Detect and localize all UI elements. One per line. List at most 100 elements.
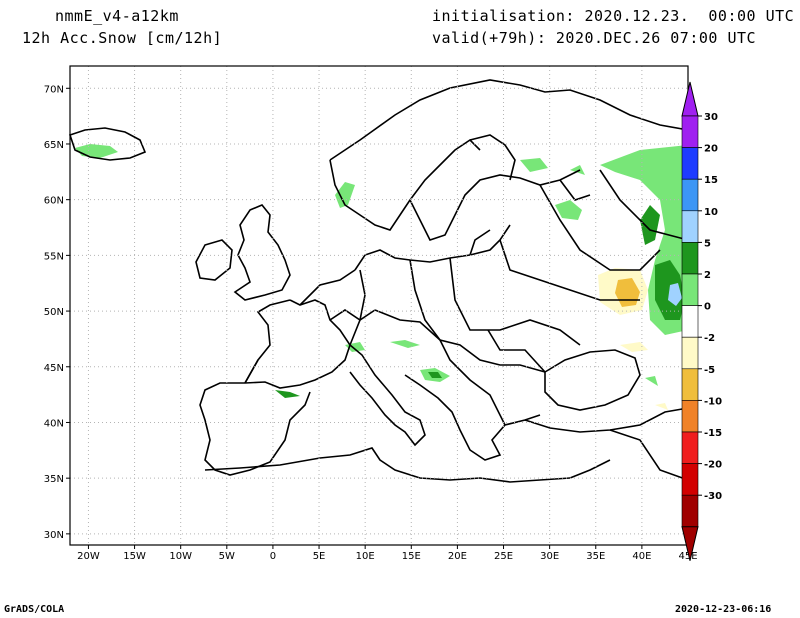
colorbar-segment [681, 400, 699, 433]
coastline-segment [469, 229, 491, 256]
coastline-segment [539, 184, 661, 271]
coastline-segment [487, 329, 546, 373]
coastlines-layer [68, 79, 689, 483]
lat-label: 30N [44, 530, 64, 541]
snow-area [75, 144, 118, 158]
coastline-segment [204, 447, 571, 483]
colorbar-segment [681, 494, 699, 528]
coastline-segment [195, 239, 233, 281]
map-frame [69, 65, 689, 546]
lon-label: 10W [169, 551, 192, 562]
colorbar-segment [681, 115, 699, 148]
colorbar-label: 10 [704, 207, 718, 218]
colorbar-segment [681, 273, 699, 306]
snow-area [655, 403, 668, 410]
snow-area [520, 158, 548, 172]
coastline-segment [469, 134, 516, 181]
coastline-segment [409, 169, 581, 241]
lon-label: 5E [313, 551, 326, 562]
colorbar-segment [681, 178, 699, 212]
colorbar-label: -5 [704, 365, 715, 376]
snow-area [645, 376, 658, 386]
colorbar-label: -10 [704, 396, 722, 407]
snow-area [335, 182, 355, 208]
coastline-segment [349, 344, 426, 447]
coastline-segment [499, 239, 640, 301]
snow-area [620, 342, 648, 352]
colorbar-label: -30 [704, 491, 722, 502]
lon-label: 0 [270, 551, 276, 562]
latitude-axis: 30N 35N 40N 45N 50N 55N 60N 65N 70N [44, 84, 70, 541]
colorbar-label: -15 [704, 428, 722, 439]
render-timestamp: 2020-12-23-06:16 [675, 604, 772, 615]
colorbar-segment [681, 147, 699, 180]
graticule-grid [70, 66, 689, 545]
colorbar-label: 20 [704, 144, 718, 155]
lon-label: 35E [586, 551, 605, 562]
lon-label: 30E [540, 551, 559, 562]
software-credit: GrADS/COLA [4, 604, 65, 615]
lon-label: 40E [632, 551, 651, 562]
coastline-segment [354, 224, 511, 271]
coastline-segment [329, 309, 376, 321]
colorbar-segment [681, 305, 699, 338]
coastline-segment [404, 374, 541, 461]
colorbar-segment [681, 210, 699, 243]
lon-label: 45E [678, 551, 697, 562]
colorbar-label: 2 [704, 270, 711, 281]
snow-area [555, 200, 582, 220]
coastline-segment [374, 309, 546, 373]
coastline-segment [544, 349, 641, 411]
colorbar-label: 5 [704, 238, 711, 249]
coastline-segment [199, 299, 351, 476]
coastline-segment [329, 138, 481, 231]
coastline-segment [329, 79, 689, 161]
lat-label: 65N [44, 140, 64, 151]
colorbar-label: -20 [704, 460, 722, 471]
lon-label: 20E [448, 551, 467, 562]
coastline-segment [559, 179, 591, 201]
coastline-segment [68, 127, 147, 161]
coastline-segment [233, 204, 291, 301]
colorbar-segment [681, 242, 699, 275]
snow-area [390, 340, 420, 348]
init-time: initialisation: 2020.12.23. 00:00 UTC [432, 7, 795, 25]
lat-label: 35N [44, 474, 64, 485]
colorbar-top-arrow [681, 81, 699, 117]
colorbar-label: -2 [704, 333, 715, 344]
field-title: 12h Acc.Snow [cm/12h] [22, 29, 223, 47]
colorbar-segment [681, 336, 699, 370]
snow-area [668, 283, 682, 306]
colorbar-label: 15 [704, 175, 718, 186]
lon-label: 5W [219, 551, 235, 562]
coastline-segment [349, 269, 366, 346]
colorbar-segment [681, 431, 699, 464]
coastline-segment [599, 169, 689, 241]
colorbar-label: 30 [704, 112, 718, 123]
lon-label: 20W [77, 551, 100, 562]
lat-label: 45N [44, 363, 64, 374]
lat-label: 60N [44, 196, 64, 207]
snow-area [570, 165, 585, 175]
colorbar-bottom-arrow [681, 526, 699, 561]
snow-area [275, 390, 300, 398]
colorbar-segment [681, 463, 699, 496]
lon-label: 15W [123, 551, 146, 562]
longitude-axis: 20W 15W 10W 5W 0 5E 10E 15E 20E 25E 30E 35E 40E 45E [77, 545, 698, 562]
coastline-segment [449, 257, 581, 346]
coastline-segment [524, 407, 689, 433]
snow-area [428, 372, 442, 378]
lon-label: 10E [356, 551, 375, 562]
lon-label: 25E [494, 551, 513, 562]
coastline-segment [439, 339, 506, 426]
valid-time: valid(+79h): 2020.DEC.26 07:00 UTC [432, 29, 757, 47]
colorbar-segment [681, 368, 699, 401]
coastline-segment [609, 429, 689, 481]
lat-label: 50N [44, 307, 64, 318]
coastline-segment [299, 269, 356, 306]
lat-label: 40N [44, 418, 64, 429]
lat-label: 55N [44, 251, 64, 262]
snow-area [640, 205, 660, 245]
